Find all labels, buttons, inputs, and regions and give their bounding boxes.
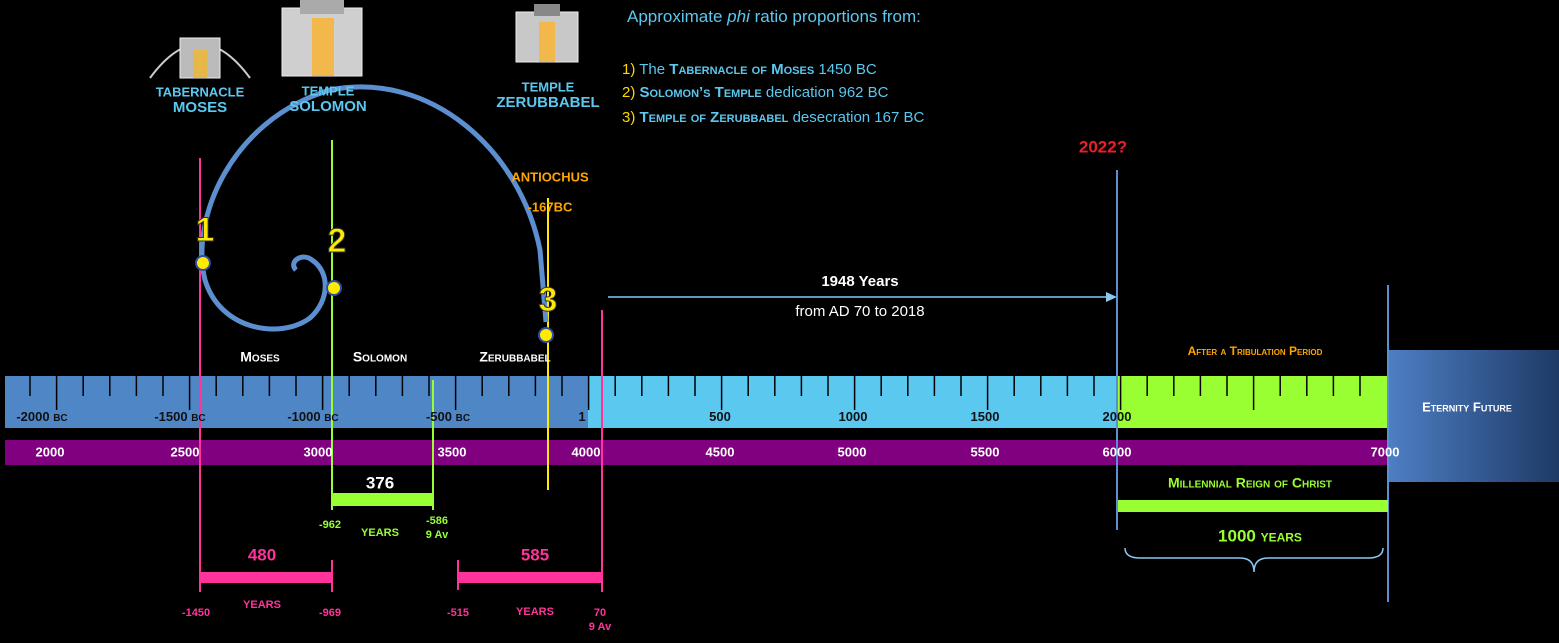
year: 500 bbox=[709, 409, 731, 424]
antiochus-date: -167BC bbox=[528, 199, 573, 214]
phi: phi bbox=[726, 7, 751, 26]
list-post: 1450 BC bbox=[818, 61, 877, 78]
year: -2000 bbox=[16, 409, 49, 424]
temple-label: TABERNACLE bbox=[156, 84, 245, 99]
span-note: 9 Av bbox=[426, 529, 449, 541]
list-name: Temple of Zerubbabel bbox=[640, 109, 789, 126]
list-name: Tabernacle of Moses bbox=[669, 61, 814, 78]
list-item: 3) Temple of Zerubbabel desecration 167 … bbox=[622, 109, 924, 126]
span-376-bar bbox=[332, 493, 433, 506]
calendar-label: -1000 BC bbox=[287, 409, 338, 424]
year: 1 bbox=[578, 409, 585, 424]
anno-mundi-label: 3500 bbox=[438, 444, 467, 459]
anno-mundi-label: 6000 bbox=[1103, 444, 1132, 459]
anno-mundi-label: 5000 bbox=[838, 444, 867, 459]
era: BC bbox=[191, 413, 205, 424]
span-note: 9 Av bbox=[589, 621, 612, 633]
span-title: 1948 Years bbox=[821, 273, 898, 290]
antiochus: ANTIOCHUS bbox=[511, 169, 589, 184]
year: -500 bbox=[426, 409, 452, 424]
calendar-label: 1500 bbox=[971, 409, 1000, 424]
span-unit: YEARS bbox=[516, 606, 554, 618]
anno-mundi-label: 4500 bbox=[706, 444, 735, 459]
point-3 bbox=[539, 328, 553, 342]
temple-name: ZERUBBABEL bbox=[496, 94, 599, 111]
list-post: dedication 962 BC bbox=[766, 84, 889, 101]
temple-name: MOSES bbox=[173, 99, 227, 116]
year: -1000 bbox=[287, 409, 320, 424]
span-start: -1450 bbox=[182, 607, 210, 619]
list-number: 1) bbox=[622, 61, 635, 78]
span-unit: YEARS bbox=[361, 527, 399, 539]
zerubbabel-temple-icon bbox=[516, 4, 578, 62]
tribulation: After a Tribulation Period bbox=[1188, 344, 1323, 358]
list-number: 2) bbox=[622, 84, 635, 101]
list-name: Solomon’s Temple bbox=[640, 84, 762, 101]
era-label: Zerubbabel bbox=[479, 349, 550, 365]
span-480-bar bbox=[200, 572, 332, 583]
anno-mundi-label: 2500 bbox=[171, 444, 200, 459]
undefined: ratio proportions from: bbox=[755, 7, 921, 26]
calendar-label: -1500 BC bbox=[154, 409, 205, 424]
point-number: 1 bbox=[196, 211, 215, 249]
anno-mundi-bar bbox=[5, 440, 1400, 465]
span-subtitle: from AD 70 to 2018 bbox=[795, 303, 924, 320]
era-label: Solomon bbox=[353, 349, 407, 365]
point-number: 2 bbox=[328, 222, 347, 260]
anno-mundi-label: 5500 bbox=[971, 444, 1000, 459]
anno-mundi-label: 3000 bbox=[304, 444, 333, 459]
calendar-label: -500 BC bbox=[426, 409, 470, 424]
year: 2000 bbox=[1103, 409, 1132, 424]
year: 1500 bbox=[971, 409, 1000, 424]
anno-mundi-label: 2000 bbox=[36, 444, 65, 459]
span-585-bar bbox=[458, 572, 602, 583]
era: BC bbox=[324, 413, 338, 424]
temple-label: TEMPLE bbox=[522, 79, 575, 94]
millennium-bar bbox=[1118, 500, 1388, 512]
calendar-label: 500 bbox=[709, 409, 731, 424]
span-end: -969 bbox=[319, 607, 341, 619]
point-1 bbox=[196, 256, 210, 270]
point-number: 3 bbox=[539, 281, 558, 319]
span-value: 585 bbox=[521, 545, 549, 564]
solomon-temple-icon bbox=[282, 0, 362, 76]
millennium-title: Millennial Reign of Christ bbox=[1168, 475, 1332, 491]
list-pre: The bbox=[639, 61, 665, 78]
diagram: Approximate phi ratio proportions from: … bbox=[0, 0, 1559, 643]
list-item: 2) Solomon’s Temple dedication 962 BC bbox=[622, 84, 889, 101]
span-value: 480 bbox=[248, 545, 276, 564]
undefined: Approximate bbox=[627, 7, 722, 26]
list-item: 1) The Tabernacle of Moses 1450 BC bbox=[622, 61, 877, 78]
span-end: -586 bbox=[426, 515, 448, 527]
era: BC bbox=[53, 413, 67, 424]
calendar-label: 2000 bbox=[1103, 409, 1132, 424]
anno-mundi-label: 4000 bbox=[572, 444, 601, 459]
era-label: Moses bbox=[240, 349, 280, 365]
temple-label: TEMPLE bbox=[302, 83, 355, 98]
span-start: -962 bbox=[319, 519, 341, 531]
eternity-box bbox=[1388, 350, 1559, 482]
year: -1500 bbox=[154, 409, 187, 424]
calendar-label: 1 bbox=[578, 409, 585, 424]
era: BC bbox=[456, 413, 470, 424]
temple-name: SOLOMON bbox=[289, 98, 367, 115]
calendar-label: -2000 BC bbox=[16, 409, 67, 424]
header: Approximate phi ratio proportions from: bbox=[627, 7, 921, 26]
span-start: -515 bbox=[447, 607, 469, 619]
list-post: desecration 167 BC bbox=[793, 109, 925, 126]
point-2 bbox=[327, 281, 341, 295]
year: 1000 bbox=[839, 409, 868, 424]
calendar-label: 1000 bbox=[839, 409, 868, 424]
marker-2022: 2022? bbox=[1079, 137, 1127, 156]
span-unit: YEARS bbox=[243, 599, 281, 611]
list-number: 3) bbox=[622, 109, 635, 126]
millennium-span: 1000 years bbox=[1218, 526, 1302, 545]
span-value: 376 bbox=[366, 473, 394, 492]
eternity: Eternity Future bbox=[1422, 399, 1512, 414]
span-end: 70 bbox=[594, 607, 606, 619]
anno-mundi-label: 7000 bbox=[1371, 444, 1400, 459]
